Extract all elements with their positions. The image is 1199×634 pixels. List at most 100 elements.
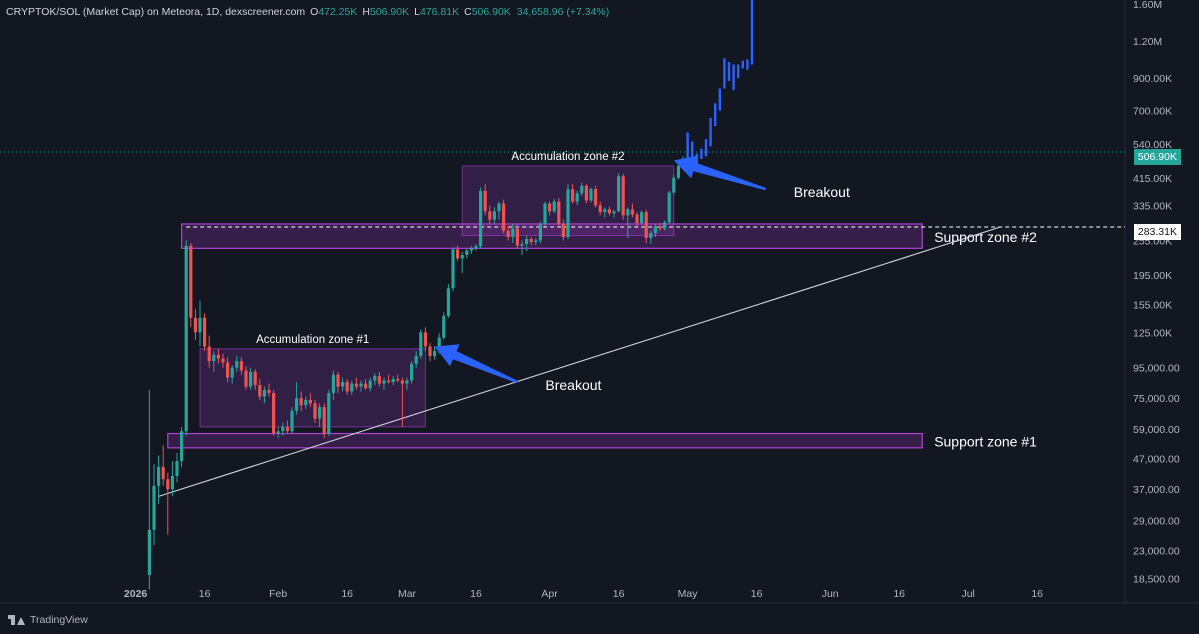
- ohlc-key: H: [362, 6, 370, 18]
- candle-body: [189, 245, 193, 318]
- candle-body: [571, 189, 575, 202]
- candle-body: [479, 190, 483, 247]
- candle-body: [548, 203, 552, 212]
- support-zone-rect: [167, 432, 923, 449]
- y-tick-label: 23,000.00: [1133, 545, 1180, 557]
- projection-bar: [686, 132, 689, 162]
- candle-body: [635, 214, 639, 224]
- candle-body: [166, 479, 170, 490]
- candle-body: [552, 201, 556, 212]
- candle-body: [557, 201, 561, 224]
- candle-body: [198, 317, 202, 333]
- y-tick-label: 95,000.00: [1133, 363, 1180, 375]
- projection-bar: [700, 148, 703, 160]
- candle-body: [290, 410, 294, 432]
- candle-body: [433, 351, 437, 357]
- candle-body: [272, 393, 276, 434]
- projection-bar: [709, 118, 712, 147]
- x-tick-label: 16: [893, 588, 905, 600]
- candle-body: [630, 209, 634, 215]
- candle-body: [492, 211, 496, 220]
- candle-body: [249, 371, 253, 387]
- accumulation-zone-rect: [199, 348, 426, 428]
- x-tick-label: Apr: [541, 588, 558, 600]
- candle-body: [396, 379, 400, 381]
- candle-body: [451, 249, 455, 289]
- breakout-arrow: [434, 344, 518, 384]
- tradingview-brand[interactable]: TradingView: [8, 614, 88, 626]
- candle-body: [364, 383, 368, 389]
- candle-body: [157, 466, 161, 486]
- candle-body: [460, 254, 464, 259]
- candle-body: [253, 371, 257, 386]
- accumulation-zone-label: Accumulation zone #2: [511, 151, 624, 163]
- ohlc-key: C: [464, 6, 472, 18]
- x-tick-label: 16: [613, 588, 625, 600]
- candle-body: [175, 461, 179, 476]
- candle-body: [295, 398, 299, 411]
- x-tick-label: 16: [1031, 588, 1043, 600]
- x-tick-label: Jul: [961, 588, 974, 600]
- candle-body: [267, 389, 271, 394]
- candle-body: [617, 176, 621, 212]
- candle-body: [359, 383, 363, 387]
- candle-body: [446, 288, 450, 316]
- support-zone-label: Support zone #1: [934, 434, 1037, 450]
- candle-body: [368, 380, 372, 389]
- candle-body: [525, 239, 529, 245]
- candle-body: [603, 209, 607, 213]
- brand-label: TradingView: [30, 614, 88, 626]
- projection-bar: [718, 88, 721, 111]
- change-readout: 34,658.96 (+7.34%): [516, 6, 610, 18]
- candle-body: [207, 346, 211, 362]
- candle-body: [534, 240, 538, 243]
- candle-body: [262, 389, 266, 397]
- candle-body: [428, 346, 432, 357]
- ohlc-value: 506.90K: [370, 6, 410, 18]
- x-tick-label: 16: [199, 588, 211, 600]
- y-tick-label: 700.00K: [1133, 105, 1172, 117]
- breakout-arrow: [673, 155, 767, 191]
- candle-body: [580, 185, 584, 194]
- candle-body: [465, 250, 469, 255]
- candle-body: [336, 374, 340, 387]
- symbol-title: CRYPTOK/SOL (Market Cap) on Meteora, 1D,…: [6, 6, 306, 18]
- candle-body: [203, 317, 207, 347]
- candle-body: [244, 370, 248, 387]
- candle-body: [515, 228, 519, 246]
- candle-body: [612, 211, 616, 214]
- candle-body: [410, 363, 414, 381]
- candle-body: [239, 361, 243, 371]
- x-tick-label: Feb: [269, 588, 287, 600]
- ohlc-value: 506.90K: [471, 6, 511, 18]
- x-tick-label: 16: [341, 588, 353, 600]
- candle-body: [308, 399, 312, 404]
- y-tick-label: 59,000.00: [1133, 424, 1180, 436]
- breakout-label: Breakout: [545, 377, 601, 393]
- projection-bar: [741, 60, 744, 69]
- candle-body: [598, 205, 602, 213]
- y-tick-label: 47,000.00: [1133, 453, 1180, 465]
- projection-bar: [691, 141, 694, 160]
- breakout-label: Breakout: [794, 184, 850, 200]
- candle-body: [676, 165, 680, 178]
- projection-bar: [732, 64, 735, 91]
- ohlc-value: 476.81K: [419, 6, 460, 18]
- candle-body: [575, 193, 579, 202]
- candle-body: [566, 189, 570, 238]
- x-tick-label: Jun: [822, 588, 839, 600]
- projection-bar: [750, 0, 754, 65]
- candle-body: [626, 209, 630, 216]
- support-zone-label: Support zone #2: [934, 229, 1037, 245]
- candle-body: [658, 226, 662, 229]
- candle-body: [152, 485, 156, 530]
- candle-body: [387, 380, 391, 383]
- y-tick-label: 37,000.00: [1133, 484, 1180, 496]
- candle-body: [469, 248, 473, 251]
- line-price-tag: 283.31K: [1133, 224, 1181, 240]
- x-tick-label: Mar: [398, 588, 417, 600]
- ohlc-readout: O472.25K H506.90K L476.81K C506.90K: [308, 6, 514, 18]
- candle-body: [649, 233, 653, 239]
- y-tick-label: 18,500.00: [1133, 573, 1180, 585]
